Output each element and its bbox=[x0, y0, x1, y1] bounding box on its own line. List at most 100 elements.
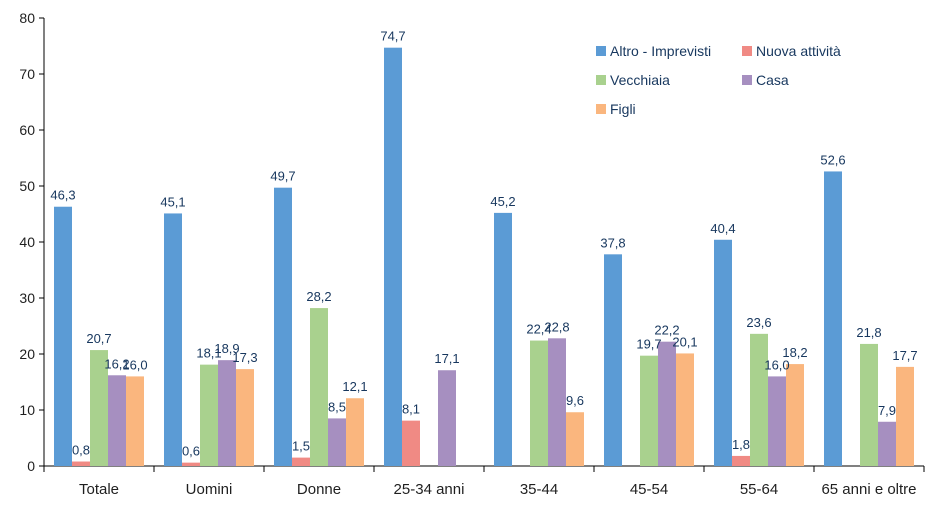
data-label: 18,9 bbox=[214, 341, 239, 356]
bar bbox=[346, 398, 364, 466]
bar bbox=[566, 412, 584, 466]
bar bbox=[236, 369, 254, 466]
data-label: 8,1 bbox=[402, 402, 420, 417]
data-label: 20,7 bbox=[86, 331, 111, 346]
data-label: 22,2 bbox=[654, 323, 679, 338]
bar bbox=[824, 171, 842, 466]
bar bbox=[732, 455, 750, 466]
data-label: 52,6 bbox=[820, 152, 845, 167]
data-label: 17,7 bbox=[892, 348, 917, 363]
legend-label: Figli bbox=[610, 101, 636, 117]
legend-swatch bbox=[742, 75, 752, 85]
legend-item: Vecchiaia bbox=[596, 72, 670, 88]
legend-item: Nuova attività bbox=[742, 43, 841, 59]
data-label: 19,7 bbox=[636, 337, 661, 352]
y-tick-label: 10 bbox=[19, 402, 35, 418]
bar bbox=[676, 353, 694, 466]
bar bbox=[108, 375, 126, 466]
legend-swatch bbox=[596, 75, 606, 85]
data-label: 23,6 bbox=[746, 315, 771, 330]
category-label: 25-34 anni bbox=[394, 481, 465, 498]
bar bbox=[786, 364, 804, 466]
bar bbox=[494, 212, 512, 466]
bar bbox=[768, 376, 786, 466]
y-tick-label: 20 bbox=[19, 346, 35, 362]
data-label: 20,1 bbox=[672, 334, 697, 349]
y-tick-label: 80 bbox=[19, 10, 35, 26]
data-label: 22,8 bbox=[544, 319, 569, 334]
data-label: 7,9 bbox=[878, 403, 896, 418]
data-label: 21,8 bbox=[856, 325, 881, 340]
y-axis: 0 10 20 30 40 50 60 70 80 bbox=[19, 10, 45, 474]
data-label: 16,0 bbox=[122, 357, 147, 372]
bar bbox=[274, 187, 292, 466]
data-label: 46,3 bbox=[50, 188, 75, 203]
bar bbox=[200, 364, 218, 466]
bar bbox=[328, 418, 346, 466]
data-label: 8,5 bbox=[328, 399, 346, 414]
legend-item: Casa bbox=[742, 72, 789, 88]
data-label: 16,0 bbox=[764, 357, 789, 372]
legend-swatch bbox=[596, 46, 606, 56]
data-label: 18,1 bbox=[196, 346, 221, 361]
data-label: 37,8 bbox=[600, 235, 625, 250]
bar bbox=[714, 239, 732, 466]
category-label: Totale bbox=[79, 481, 119, 498]
bar bbox=[750, 333, 768, 466]
y-tick-label: 50 bbox=[19, 178, 35, 194]
bar bbox=[72, 461, 90, 466]
bar bbox=[164, 213, 182, 466]
category-label: Uomini bbox=[186, 481, 233, 498]
bar bbox=[54, 206, 72, 466]
category-label: 45-54 bbox=[630, 481, 668, 498]
bar bbox=[604, 254, 622, 466]
data-label: 40,4 bbox=[710, 221, 735, 236]
data-label: 0,8 bbox=[72, 443, 90, 458]
bar bbox=[90, 350, 108, 466]
data-label: 45,2 bbox=[490, 194, 515, 209]
data-label: 0,6 bbox=[182, 444, 200, 459]
data-label: 17,3 bbox=[232, 350, 257, 365]
legend-swatch bbox=[742, 46, 752, 56]
y-tick-label: 60 bbox=[19, 122, 35, 138]
y-tick-label: 40 bbox=[19, 234, 35, 250]
data-label: 1,8 bbox=[732, 437, 750, 452]
data-label: 1,5 bbox=[292, 439, 310, 454]
y-tick-label: 30 bbox=[19, 290, 35, 306]
bar bbox=[402, 420, 420, 466]
legend-item: Figli bbox=[596, 101, 636, 117]
legend-item: Altro - Imprevisti bbox=[596, 43, 711, 59]
legend-label: Altro - Imprevisti bbox=[610, 43, 711, 59]
bar bbox=[530, 340, 548, 466]
bar bbox=[548, 338, 566, 466]
category-label: 55-64 bbox=[740, 481, 778, 498]
bar bbox=[182, 462, 200, 466]
data-label: 17,1 bbox=[434, 351, 459, 366]
data-labels: 46,3 45,1 49,7 74,7 45,2 37,8 40,4 52,6 0,8 0,6 1,… bbox=[50, 29, 917, 459]
bar bbox=[878, 421, 896, 466]
category-label: 35-44 bbox=[520, 481, 558, 498]
data-label: 22,4 bbox=[526, 322, 551, 337]
data-label: 49,7 bbox=[270, 169, 295, 184]
bars bbox=[54, 47, 914, 467]
data-label: 18,2 bbox=[782, 345, 807, 360]
category-label: Donne bbox=[297, 481, 341, 498]
legend-label: Vecchiaia bbox=[610, 72, 670, 88]
legend-swatch bbox=[596, 104, 606, 114]
x-axis: Totale Uomini Donne 25-34 anni 35-44 45-54 55-… bbox=[43, 465, 925, 498]
data-label: 74,7 bbox=[380, 29, 405, 44]
bar bbox=[310, 308, 328, 466]
category-label: 65 anni e oltre bbox=[821, 481, 916, 498]
bar bbox=[126, 376, 144, 466]
data-label: 16,2 bbox=[104, 356, 129, 371]
bar bbox=[384, 47, 402, 467]
bar bbox=[438, 370, 456, 466]
bar bbox=[860, 343, 878, 466]
data-label: 45,1 bbox=[160, 194, 185, 209]
bar bbox=[640, 355, 658, 466]
legend: Altro - Imprevisti Nuova attività Vecchiai… bbox=[596, 43, 841, 117]
data-label: 28,2 bbox=[306, 289, 331, 304]
data-label: 9,6 bbox=[566, 393, 584, 408]
legend-label: Nuova attività bbox=[756, 43, 841, 59]
